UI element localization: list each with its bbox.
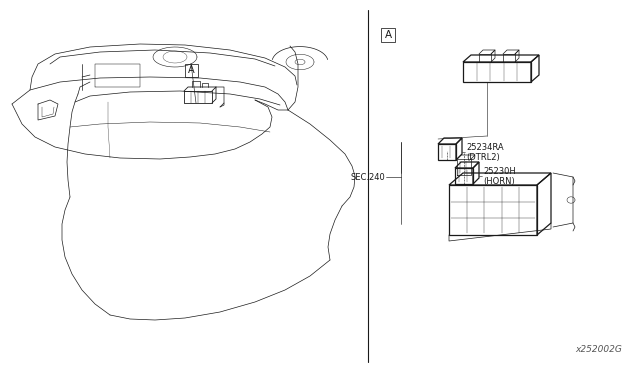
Bar bbox=[184, 64, 198, 77]
Bar bbox=[381, 28, 395, 42]
Text: A: A bbox=[385, 30, 392, 40]
Text: x252002G: x252002G bbox=[575, 345, 622, 354]
Text: 25230H: 25230H bbox=[483, 167, 516, 176]
Text: SEC.240: SEC.240 bbox=[350, 173, 385, 182]
Text: (DTRL2): (DTRL2) bbox=[466, 153, 500, 161]
Text: 25234RA: 25234RA bbox=[466, 142, 504, 151]
Text: A: A bbox=[188, 65, 195, 75]
Text: (HORN): (HORN) bbox=[483, 176, 515, 186]
